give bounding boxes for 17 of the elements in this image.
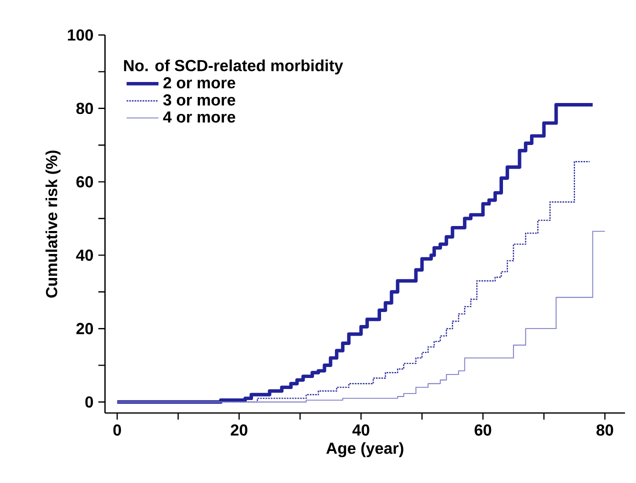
legend-title: No. of SCD-related morbidity [124, 60, 344, 74]
x-tick-label: 40 [352, 424, 370, 436]
y-tick-label: 80 [76, 102, 93, 114]
x-tick-label: 80 [596, 424, 614, 436]
x-tick-label: 20 [230, 424, 248, 436]
y-tick-label: 100 [68, 29, 93, 41]
y-axis-title: Cumulative risk (%) [46, 150, 60, 298]
x-tick-label: 60 [474, 424, 492, 436]
y-tick-label: 40 [76, 250, 93, 261]
y-tick-label: 20 [76, 322, 93, 334]
y-tick-label: 60 [76, 176, 93, 188]
legend-label: 4 or more [163, 111, 236, 123]
x-axis-title: Age (year) [326, 442, 404, 458]
legend-label: 2 or more [163, 77, 236, 88]
legend-label: 3 or more [163, 94, 236, 106]
y-tick-label: 0 [85, 396, 93, 408]
x-tick-label: 0 [113, 424, 121, 436]
